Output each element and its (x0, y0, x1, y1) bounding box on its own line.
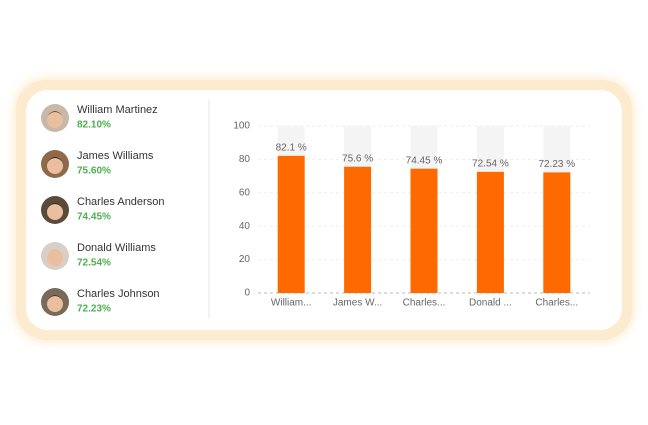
bar (543, 172, 571, 293)
person-score: 82.10% (77, 120, 111, 131)
data-label: 75.6 % (342, 153, 373, 164)
person-name: Donald Williams (77, 242, 156, 254)
card (26, 90, 622, 330)
person-name: William Martinez (77, 104, 158, 116)
person-name: Charles Anderson (77, 196, 164, 208)
x-tick-label: James W... (333, 298, 382, 309)
person-score: 72.54% (77, 258, 111, 269)
x-tick-label: Donald ... (469, 298, 512, 309)
data-label: 82.1 % (276, 143, 307, 154)
leaderboard: William Martinez 82.10% James Williams 75.6… (41, 104, 164, 316)
person-name: Charles Johnson (77, 288, 160, 300)
list-item: Donald Williams 72.54% (41, 242, 156, 270)
bar (344, 166, 372, 293)
bar (277, 155, 305, 293)
person-score: 74.45% (77, 212, 111, 223)
avatar-hair (46, 111, 64, 118)
list-item: Charles Johnson 72.23% (41, 288, 160, 316)
avatar-hair (46, 295, 64, 302)
data-label: 74.45 % (406, 155, 443, 166)
avatar-hair (46, 157, 64, 164)
person-score: 75.60% (77, 166, 111, 177)
x-tick-label: Charles... (403, 298, 446, 309)
avatar-face (47, 204, 63, 220)
avatar-face (47, 112, 63, 128)
list-item: William Martinez 82.10% (41, 104, 158, 132)
y-tick-label: 0 (244, 288, 250, 299)
y-tick-label: 100 (233, 121, 250, 132)
avatar-face (47, 158, 63, 174)
avatar-hair (46, 249, 64, 256)
bar (410, 168, 438, 293)
x-tick-label: Charles... (535, 298, 578, 309)
avatar-face (47, 296, 63, 312)
y-tick-label: 60 (239, 187, 251, 198)
x-tick-label: William... (271, 298, 312, 309)
person-name: James Williams (77, 150, 154, 162)
person-score: 72.23% (77, 304, 111, 315)
y-tick-label: 20 (239, 254, 251, 265)
y-tick-label: 80 (239, 154, 251, 165)
avatar-face (47, 250, 63, 266)
bar-chart: 0 20 40 60 80 100 William... 82.1 % James W... 75… (233, 121, 590, 309)
bar (476, 171, 504, 293)
y-tick-label: 40 (239, 221, 251, 232)
avatar-hair (46, 203, 64, 210)
data-label: 72.23 % (538, 159, 575, 170)
list-item: Charles Anderson 74.45% (41, 196, 164, 224)
data-label: 72.54 % (472, 158, 509, 169)
list-item: James Williams 75.60% (41, 150, 154, 178)
